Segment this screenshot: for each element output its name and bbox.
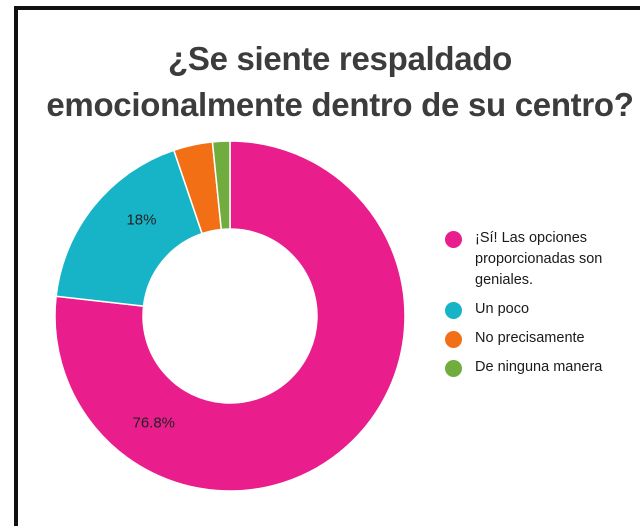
legend-item-si: ¡Sí! Las opciones proporcionadas son gen… bbox=[445, 228, 635, 291]
legend-label-no-precisamente: No precisamente bbox=[475, 330, 585, 346]
legend-item-un-poco: Un poco bbox=[445, 299, 635, 320]
legend-swatch-un-poco bbox=[445, 302, 462, 319]
chart-title-line-1: ¿Se siente respaldado bbox=[168, 40, 512, 77]
slice-un-poco bbox=[55, 149, 204, 308]
chart-title-line-2: emocionalmente dentro de su centro? bbox=[46, 86, 634, 123]
slice-de-ninguna-manera bbox=[211, 140, 231, 231]
legend-item-de-ninguna-manera: De ninguna manera bbox=[445, 357, 635, 378]
legend-item-no-precisamente: No precisamente bbox=[445, 328, 635, 349]
data-label-si: 76.8% bbox=[132, 415, 175, 432]
legend-swatch-de-ninguna-manera bbox=[445, 360, 462, 377]
legend-label-si: ¡Sí! Las opciones proporcionadas son gen… bbox=[475, 230, 603, 288]
legend-label-un-poco: Un poco bbox=[475, 301, 530, 317]
chart-title: ¿Se siente respaldado emocionalmente den… bbox=[0, 36, 640, 128]
chart-legend: ¡Sí! Las opciones proporcionadas son gen… bbox=[445, 228, 635, 386]
legend-swatch-si bbox=[445, 231, 462, 248]
legend-label-de-ninguna-manera: De ninguna manera bbox=[475, 359, 603, 375]
slice-si bbox=[54, 140, 406, 492]
data-label-un-poco: 18% bbox=[126, 211, 156, 228]
legend-swatch-no-precisamente bbox=[445, 331, 462, 348]
